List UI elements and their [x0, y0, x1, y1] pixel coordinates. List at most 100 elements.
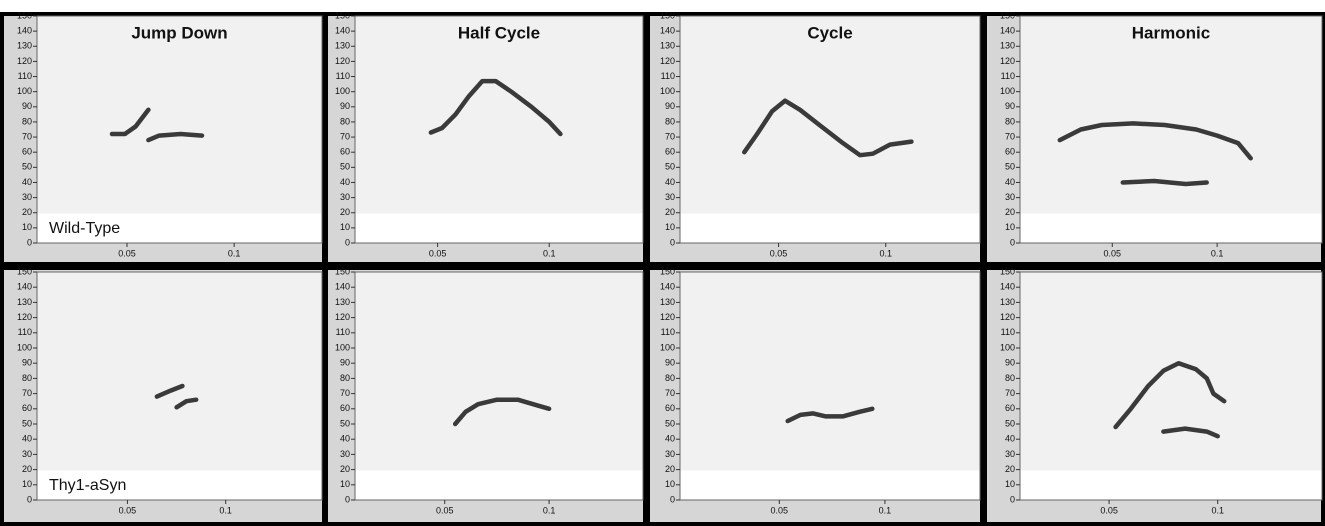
- y-tick-label: 150: [660, 10, 675, 20]
- y-tick-label: 120: [335, 312, 350, 322]
- y-tick-label: 30: [665, 449, 675, 459]
- y-tick-label: 150: [17, 266, 32, 276]
- quiet-band: [680, 213, 980, 243]
- y-tick-label: 100: [660, 342, 675, 352]
- y-tick-label: 80: [22, 373, 32, 383]
- y-tick-label: 70: [340, 388, 350, 398]
- y-tick-label: 0: [345, 237, 350, 247]
- y-tick-label: 10: [1005, 222, 1015, 232]
- y-tick-label: 0: [345, 494, 350, 504]
- x-tick-label: 0.05: [771, 505, 789, 515]
- y-tick-label: 80: [665, 373, 675, 383]
- y-tick-label: 30: [665, 192, 675, 202]
- y-tick-label: 60: [1005, 403, 1015, 413]
- y-tick-label: 120: [335, 56, 350, 66]
- y-tick-label: 0: [27, 494, 32, 504]
- y-tick-label: 0: [1010, 494, 1015, 504]
- y-tick-label: 10: [340, 479, 350, 489]
- y-tick-label: 50: [665, 418, 675, 428]
- y-tick-label: 110: [1001, 71, 1015, 81]
- x-tick-label: 0.05: [436, 505, 454, 515]
- y-tick-label: 30: [1005, 192, 1015, 202]
- y-tick-label: 20: [22, 207, 32, 217]
- quiet-band: [355, 470, 643, 500]
- y-tick-label: 70: [1005, 131, 1015, 141]
- y-tick-label: 60: [340, 147, 350, 157]
- x-tick-label: 0.05: [429, 248, 447, 258]
- x-tick-label: 0.05: [118, 248, 136, 258]
- y-tick-label: 70: [1005, 388, 1015, 398]
- y-tick-label: 150: [335, 10, 350, 20]
- y-tick-label: 20: [1005, 464, 1015, 474]
- y-tick-label: 110: [18, 327, 32, 337]
- y-tick-label: 130: [17, 41, 32, 51]
- y-tick-label: 140: [17, 26, 32, 36]
- y-tick-label: 50: [665, 162, 675, 172]
- y-tick-label: 130: [335, 41, 350, 51]
- x-tick-label: 0.1: [879, 505, 892, 515]
- group-label: Thy1-aSyn: [49, 477, 126, 494]
- y-tick-label: 100: [335, 86, 350, 96]
- y-tick-label: 80: [665, 116, 675, 126]
- y-tick-label: 20: [22, 464, 32, 474]
- y-tick-label: 0: [1010, 237, 1015, 247]
- x-tick-label: 0.1: [543, 505, 556, 515]
- y-tick-label: 130: [660, 41, 675, 51]
- y-tick-label: 140: [335, 26, 350, 36]
- y-tick-label: 40: [1005, 177, 1015, 187]
- x-tick-label: 0.05: [1104, 248, 1122, 258]
- y-tick-label: 140: [660, 26, 675, 36]
- x-tick-label: 0.05: [770, 248, 788, 258]
- y-tick-label: 60: [665, 147, 675, 157]
- y-tick-label: 70: [340, 131, 350, 141]
- y-tick-label: 80: [1005, 373, 1015, 383]
- y-tick-label: 20: [340, 207, 350, 217]
- y-tick-label: 40: [1005, 434, 1015, 444]
- y-tick-label: 80: [340, 116, 350, 126]
- y-tick-label: 120: [1000, 312, 1015, 322]
- y-tick-label: 0: [670, 494, 675, 504]
- y-tick-label: 120: [17, 312, 32, 322]
- y-tick-label: 30: [1005, 449, 1015, 459]
- y-tick-label: 50: [22, 418, 32, 428]
- y-tick-label: 110: [336, 327, 350, 337]
- plot-area: [679, 271, 981, 501]
- y-tick-label: 90: [1005, 101, 1015, 111]
- y-tick-label: 150: [660, 266, 675, 276]
- y-tick-label: 10: [22, 222, 32, 232]
- y-tick-label: 90: [340, 358, 350, 368]
- y-tick-label: 140: [1000, 282, 1015, 292]
- y-tick-label: 130: [1000, 41, 1015, 51]
- y-tick-label: 150: [1000, 10, 1015, 20]
- y-tick-label: 60: [1005, 147, 1015, 157]
- y-tick-label: 40: [340, 434, 350, 444]
- plot-area: [1019, 271, 1323, 501]
- y-tick-label: 100: [1000, 86, 1015, 96]
- y-tick-label: 100: [335, 342, 350, 352]
- panel: 0 10 20 30 40 50 60 70 80 90 100 110 120 130 140 150 0.0…: [324, 10, 647, 266]
- y-tick-label: 80: [340, 373, 350, 383]
- panel: 0 10 20 30 40 50 60 70 80 90 100 110 120 130 140 150 0.0…: [646, 266, 984, 526]
- y-tick-label: 110: [336, 71, 350, 81]
- y-tick-label: 70: [22, 131, 32, 141]
- y-tick-label: 140: [335, 282, 350, 292]
- y-tick-label: 110: [18, 71, 32, 81]
- y-tick-label: 10: [340, 222, 350, 232]
- panel-title: Jump Down: [131, 23, 227, 42]
- group-label: Wild-Type: [49, 220, 120, 237]
- y-tick-label: 60: [340, 403, 350, 413]
- panel: 0 10 20 30 40 50 60 70 80 90 100 110 120 130 140 150 0.0…: [983, 10, 1325, 266]
- trace: [785, 406, 875, 424]
- y-tick-label: 20: [340, 464, 350, 474]
- x-tick-label: 0.1: [879, 248, 892, 258]
- quiet-band: [355, 213, 643, 243]
- plot-area: [679, 15, 981, 244]
- y-tick-label: 0: [670, 237, 675, 247]
- y-tick-label: 110: [661, 71, 675, 81]
- y-tick-label: 100: [1000, 342, 1015, 352]
- y-tick-label: 20: [665, 207, 675, 217]
- panel-title: Harmonic: [1132, 23, 1210, 42]
- y-tick-label: 10: [665, 479, 675, 489]
